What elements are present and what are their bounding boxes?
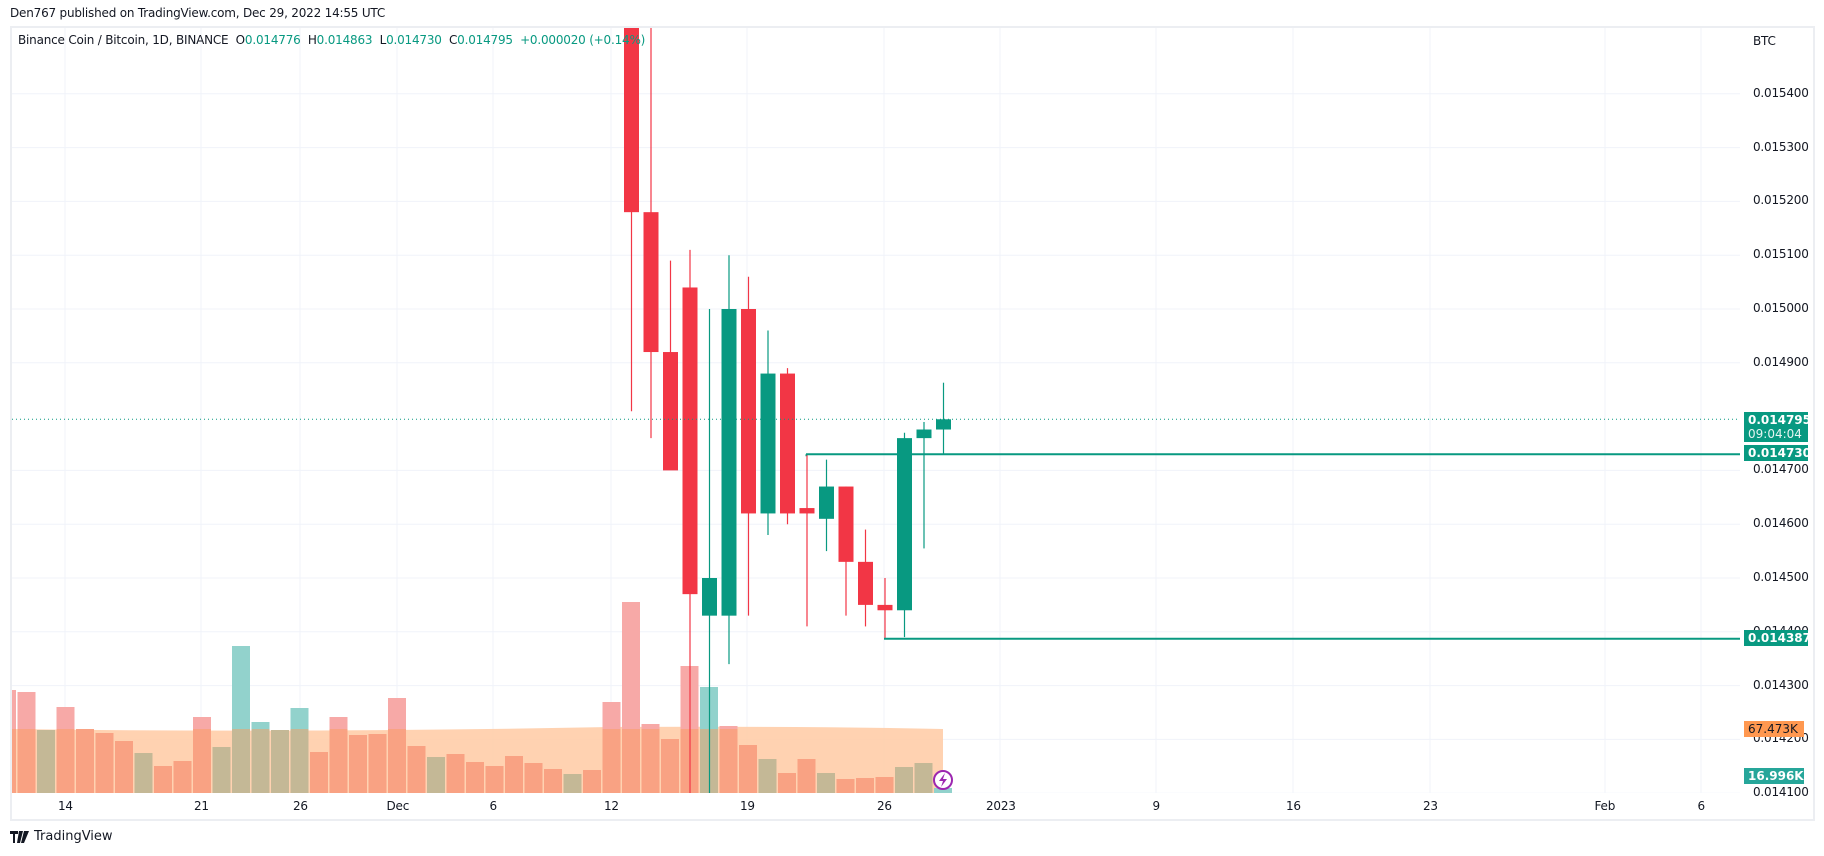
time-tick: 12 <box>604 799 619 813</box>
last-price-label: 0.014795 09:04:04 <box>1744 412 1811 442</box>
price-tick: 0.014100 <box>1753 785 1809 800</box>
price-tick: 0.014600 <box>1753 516 1809 531</box>
close-value: 0.014795 <box>457 33 513 47</box>
symbol-name: Binance Coin / Bitcoin, 1D, BINANCE <box>18 33 229 47</box>
time-tick: 26 <box>877 799 892 813</box>
level-label-upper: 0.014730 <box>1744 445 1811 461</box>
time-tick: Feb <box>1594 799 1616 813</box>
price-tick: 0.014500 <box>1753 570 1809 584</box>
time-tick: 23 <box>1423 799 1438 813</box>
chart-frame[interactable] <box>10 26 1815 821</box>
price-tick: 0.015400 <box>1753 85 1809 100</box>
price-tick: 0.015200 <box>1753 193 1809 208</box>
time-tick: 2023 <box>986 799 1016 813</box>
level-label-lower: 0.014387 <box>1744 630 1811 646</box>
change-value: +0.000020 (+0.14%) <box>520 33 646 47</box>
volume-ma-label: 67.473K <box>1744 721 1804 737</box>
lightning-icon[interactable] <box>933 770 953 790</box>
volume-label: 16.996K <box>1744 768 1804 784</box>
time-tick: 26 <box>293 799 308 813</box>
price-tick: 0.015300 <box>1753 139 1809 154</box>
price-tick: 0.015000 <box>1753 301 1809 315</box>
time-tick: 19 <box>740 799 755 813</box>
time-tick: 9 <box>1152 799 1161 813</box>
time-tick: Dec <box>386 799 410 813</box>
currency-label: BTC <box>1753 34 1776 48</box>
tradingview-logo-icon <box>10 830 29 843</box>
time-tick: 21 <box>194 799 209 813</box>
open-value: 0.014776 <box>244 33 301 47</box>
time-tick: 16 <box>1286 799 1301 813</box>
tradingview-logo[interactable]: TradingView <box>10 829 113 844</box>
time-tick: 14 <box>58 799 73 813</box>
price-tick: 0.014300 <box>1753 677 1809 692</box>
countdown: 09:04:04 <box>1748 427 1802 441</box>
high-value: 0.014863 <box>316 33 373 47</box>
publisher-line: Den767 published on TradingView.com, Dec… <box>10 6 386 20</box>
symbol-legend: Binance Coin / Bitcoin, 1D, BINANCE O0.0… <box>18 33 646 47</box>
time-tick: 6 <box>1697 799 1706 813</box>
price-tick: 0.015100 <box>1753 247 1809 262</box>
time-tick: 6 <box>489 799 498 813</box>
price-tick: 0.014700 <box>1753 462 1809 477</box>
low-value: 0.014730 <box>386 33 442 47</box>
price-tick: 0.014900 <box>1753 354 1809 369</box>
